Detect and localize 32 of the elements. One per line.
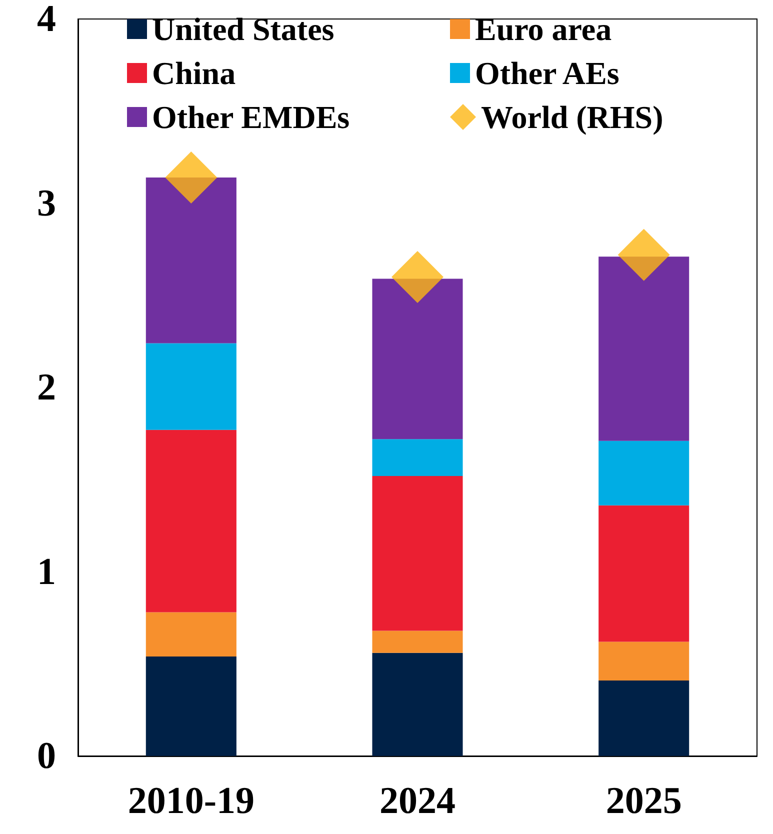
point <box>392 250 444 303</box>
legend-label: Euro area <box>475 11 612 47</box>
legend-label: Other AEs <box>475 55 620 91</box>
bar <box>598 256 690 441</box>
bar <box>372 439 463 476</box>
legend-label: Other EMDEs <box>152 99 350 135</box>
bar <box>146 430 236 612</box>
bar <box>372 630 463 653</box>
bar <box>598 505 690 642</box>
y-tick-label: 3 <box>37 182 56 224</box>
legend-label: China <box>152 55 236 91</box>
y-tick-label: 0 <box>37 735 56 777</box>
x-tick-label: 2025 <box>606 780 682 822</box>
bar <box>146 612 236 657</box>
bar <box>372 476 463 631</box>
bar <box>372 278 463 440</box>
bar <box>146 343 236 430</box>
y-tick-label: 4 <box>37 0 56 40</box>
y-tick-label: 1 <box>37 550 56 593</box>
legend-label: United States <box>152 11 334 47</box>
point <box>618 228 670 281</box>
bar <box>146 177 236 344</box>
bar <box>598 440 690 506</box>
legend-label: World (RHS) <box>481 99 664 135</box>
x-tick-label: 2024 <box>380 780 456 822</box>
x-tick-label: 2010-19 <box>128 780 254 822</box>
bar <box>598 642 690 680</box>
bar <box>372 652 463 756</box>
point <box>165 151 218 204</box>
bar <box>598 680 690 756</box>
y-tick-label: 2 <box>37 366 56 408</box>
bar <box>146 656 236 756</box>
